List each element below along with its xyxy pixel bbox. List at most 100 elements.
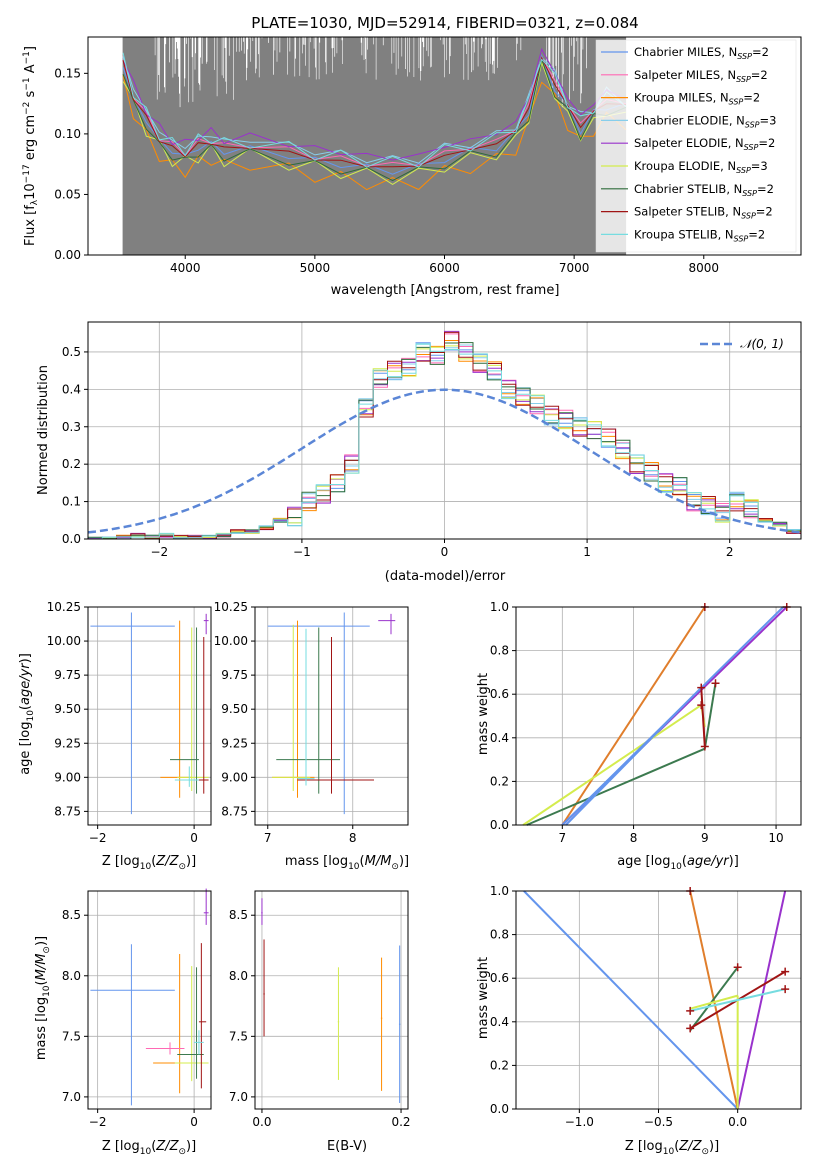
residual-legend: 𝒩(0, 1)	[700, 337, 784, 351]
weight-line	[526, 747, 706, 826]
xtick-label: 10	[768, 831, 783, 845]
spectrum-legend-label: Kroupa ELODIE, NSSP=3	[634, 159, 768, 175]
ytick-label: 1.0	[490, 600, 509, 614]
spectrum-model-line-7	[122, 56, 627, 168]
ytick-label: 8.75	[221, 804, 248, 818]
agem-xlabel: mass [log10(M/M⊙)]	[285, 854, 409, 872]
ytick-label: 7.5	[229, 1029, 248, 1043]
spectrum-title: PLATE=1030, MJD=52914, FIBERID=0321, z=0…	[251, 14, 638, 32]
weight-line	[703, 683, 717, 749]
ytick-label: 1.0	[490, 884, 509, 898]
age-vs-metallicity-panel: −2 0 8.75 9.00 9.25 9.50 9.75 10.00 10.25	[47, 600, 212, 845]
weight-marker	[781, 967, 790, 976]
ytick-label: 0.0	[490, 818, 509, 832]
age-vs-mass-panel: 7 8 8.75 9.00 9.25 9.50 9.75 10.00 10.25	[214, 600, 409, 845]
agez-xlabel: Z [log10(Z/Z⊙)]	[102, 854, 196, 872]
spectrum-model-line-1	[122, 56, 627, 167]
wage-ylabel: mass weight	[476, 673, 491, 755]
weight-line	[689, 994, 738, 1010]
ytick-label: 0.4	[490, 1015, 509, 1029]
xtick-label: 0.0	[728, 1115, 747, 1129]
spectrum-legend-label: Chabrier STELIB, NSSP=2	[634, 182, 774, 198]
ytick-label: 9.25	[221, 736, 248, 750]
panel-frame	[254, 890, 409, 1110]
weight-vs-age-panel: 7 8 9 10 0.0 0.2 0.4 0.6 0.8 1.0	[490, 600, 802, 845]
residual-ytick-label: 0.3	[62, 420, 81, 434]
residual-x-ticks: −2 −1 0 1 2	[150, 539, 734, 559]
agez-ylabel: age [log10(age/yr)]	[18, 653, 36, 775]
xtick-label: 0.2	[391, 1115, 410, 1129]
spectrum-legend-label: Chabrier ELODIE, NSSP=3	[634, 113, 776, 129]
weight-vs-metallicity-panel: −1.0 −0.5 0.0 0.0 0.2 0.4 0.6 0.8 1.0	[490, 884, 802, 1129]
ytick-label: 7.0	[62, 1090, 81, 1104]
xtick-label: −0.5	[644, 1115, 673, 1129]
spectrum-legend-label: Salpeter STELIB, NSSP=2	[634, 205, 773, 221]
weight-marker	[711, 679, 720, 688]
panel-frame	[87, 890, 212, 1110]
mass-vs-metallicity-panel: −2 0 7.0 7.5 8.0 8.5	[62, 888, 212, 1129]
spectrum-model-line-8	[122, 52, 627, 168]
ytick-label: 0.6	[490, 971, 509, 985]
xtick-label: 0.0	[252, 1115, 271, 1129]
weight-line	[689, 966, 739, 1032]
normal-curve	[87, 388, 802, 534]
residual-xlabel: (data-model)/error	[385, 569, 506, 584]
spectrum-model-line-0	[122, 53, 627, 175]
spectrum-model-line-6	[122, 57, 627, 182]
mass-vs-ebv-panel: 0.0 0.2 7.0 7.5 8.0 8.5	[229, 890, 411, 1129]
weight-marker	[781, 985, 790, 994]
weight-line	[561, 606, 784, 826]
spectrum-ytick-label: 0.05	[54, 187, 81, 201]
spectrum-panel: PLATE=1030, MJD=52914, FIBERID=0321, z=0…	[22, 14, 802, 298]
spectrum-ytick-label: 0.00	[54, 248, 81, 262]
ytick-label: 0.2	[490, 774, 509, 788]
weight-line	[689, 988, 786, 1012]
spectrum-xtick-label: 5000	[300, 261, 331, 275]
spectrum-ytick-label: 0.10	[54, 127, 81, 141]
weight-marker	[697, 701, 706, 710]
spectrum-legend-box	[595, 39, 797, 253]
ytick-label: 7.5	[62, 1029, 81, 1043]
ytick-label: 0.8	[490, 644, 509, 658]
ytick-label: 10.25	[47, 600, 81, 614]
spectrum-ytick-label: 0.15	[54, 66, 81, 80]
xtick-label: −1.0	[565, 1115, 594, 1129]
residual-panel: −2 −1 0 1 2 0.0 0.1 0.2 0.3 0.4 0.5 (data-model)/…	[36, 321, 802, 584]
ytick-label: 8.5	[62, 908, 81, 922]
panel-frame	[515, 606, 802, 826]
residual-histogram-8	[88, 343, 801, 540]
xtick-label: −2	[89, 831, 107, 845]
xtick-label: 7	[558, 831, 566, 845]
weight-line	[523, 890, 739, 1110]
spectrum-xtick-label: 4000	[170, 261, 201, 275]
xtick-label: 8	[349, 831, 357, 845]
spectrum-y-ticks: 0.00 0.05 0.10 0.15	[54, 66, 88, 262]
ytick-label: 9.50	[221, 702, 248, 716]
spectrum-model-line-5	[122, 60, 627, 185]
ytick-label: 8.75	[54, 804, 81, 818]
ytick-label: 9.25	[54, 736, 81, 750]
spectrum-xtick-label: 6000	[429, 261, 460, 275]
xtick-label: 0	[190, 831, 198, 845]
spectrum-plot-area	[122, 37, 627, 255]
spectrum-legend: Chabrier MILES, NSSP=2 Salpeter MILES, NS…	[595, 39, 797, 253]
panel-frame	[87, 606, 212, 826]
weight-marker	[697, 683, 706, 692]
spectrum-xtick-label: 7000	[559, 261, 590, 275]
panel-frame	[254, 606, 409, 826]
weight-marker	[733, 963, 742, 972]
residual-xtick-label: −2	[150, 545, 168, 559]
weight-marker	[700, 742, 709, 751]
wz-ylabel: mass weight	[476, 957, 491, 1039]
weight-line	[522, 704, 702, 826]
ytick-label: 0.6	[490, 687, 509, 701]
spectrum-xlabel: wavelength [Angstrom, rest frame]	[331, 283, 560, 298]
ytick-label: 9.00	[54, 770, 81, 784]
spectrum-data-noise	[122, 37, 627, 255]
ytick-label: 0.0	[490, 1102, 509, 1116]
spectrum-legend-label: Salpeter MILES, NSSP=2	[634, 68, 768, 84]
mebv-xlabel: E(B-V)	[327, 1139, 367, 1154]
residual-ytick-label: 0.1	[62, 495, 81, 509]
residual-ytick-label: 0.0	[62, 532, 81, 546]
